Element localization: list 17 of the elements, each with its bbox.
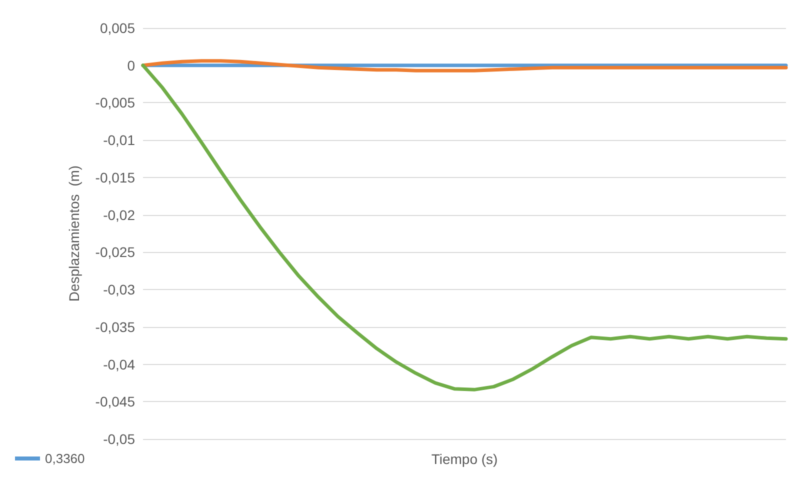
y-tick-label: -0,005 bbox=[95, 94, 136, 111]
y-tick-label: -0,02 bbox=[103, 206, 136, 223]
y-tick-label: -0,015 bbox=[95, 169, 136, 186]
y-tick-label: -0,04 bbox=[103, 356, 136, 372]
y-tick-label: -0,03 bbox=[103, 282, 136, 298]
line-series bbox=[141, 59, 788, 72]
y-tick-label: -0,035 bbox=[95, 318, 136, 335]
line-series bbox=[141, 64, 788, 392]
y-tick-label: -0,045 bbox=[95, 394, 136, 410]
y-tick-label: -0,025 bbox=[95, 244, 136, 260]
y-tick-label: 0,005 bbox=[100, 20, 136, 36]
x-axis-title: Tiempo (s) bbox=[431, 450, 498, 467]
y-tick-label: -0,01 bbox=[103, 132, 136, 148]
y-axis-title: Desplazamientos (m) bbox=[66, 165, 82, 302]
y-tick-label: -0,05 bbox=[103, 431, 136, 447]
legend-label: 0,3360 bbox=[45, 451, 85, 466]
y-tick-label: 0 bbox=[127, 57, 136, 74]
